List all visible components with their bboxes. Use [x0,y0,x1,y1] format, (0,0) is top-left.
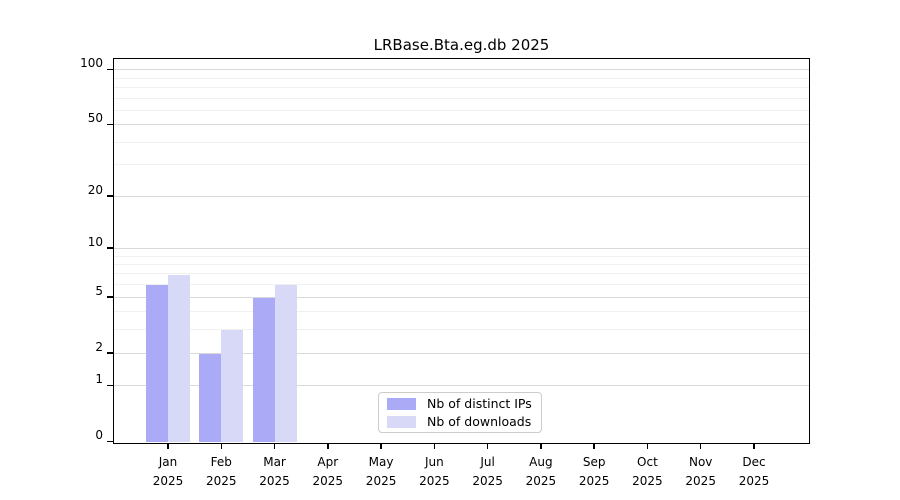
y-gridline-major [114,124,809,126]
y-gridline-major [114,195,809,197]
plot-area: 0 1 2 5 10 20 50 100 Jan 2025 Feb 2025 Mar 2025 Apr… [80,56,810,488]
x-tick-label: Sep 2025 [578,455,610,488]
y-tick-label: 50 [87,111,103,126]
y-gridline-major [114,69,809,71]
x-tick-label: Jul 2025 [472,455,503,488]
bar-nb-of-downloads [221,330,244,442]
legend-label-nb-of-downloads: Nb of downloads [427,414,532,429]
y-tick-mark [107,352,114,354]
y-tick-mark [107,384,114,387]
y-tick-mark [107,68,114,71]
y-gridline-minor [114,284,809,286]
x-tick-mark [380,443,382,449]
y-gridline-minor [114,86,809,88]
x-tick-mark [753,443,755,449]
y-tick-label: 20 [87,182,103,197]
bar-nb-of-distinct-ips [146,285,168,442]
x-tick-label: Aug 2025 [525,455,557,488]
y-gridline-major [114,247,809,249]
y-gridline-minor [114,97,809,99]
legend-entry-nb-of-downloads: Nb of downloads [387,414,533,429]
y-tick-label: 1 [95,372,103,387]
y-gridline-major [114,352,809,354]
y-tick-label: 5 [95,283,103,298]
y-gridline-minor [114,141,809,143]
legend-swatch-nb-of-distinct-ips [387,397,416,410]
y-gridline-minor [114,77,809,79]
x-tick-label: Feb 2025 [205,455,237,488]
x-tick-label: Dec 2025 [738,455,770,488]
x-tick-mark [273,443,276,449]
legend-swatch-nb-of-downloads [387,415,416,428]
x-tick-mark [433,443,436,449]
x-tick-mark [167,443,169,449]
y-gridline-minor [114,109,809,111]
x-tick-label: Nov 2025 [685,455,716,488]
y-gridline-major [114,385,809,387]
y-tick-mark [107,195,114,197]
x-tick-label: Mar 2025 [259,455,290,488]
x-tick-label: Jun 2025 [419,455,450,488]
x-tick-mark [700,443,702,449]
bar-nb-of-distinct-ips [252,297,275,442]
x-tick-label: May 2025 [365,455,397,488]
y-tick-label: 10 [87,234,103,249]
x-tick-mark [646,443,649,449]
x-tick-label: Jan 2025 [152,455,184,488]
legend-label-nb-of-distinct-ips: Nb of distinct IPs [427,396,532,411]
y-gridline-minor [114,164,809,166]
y-gridline-minor [114,329,809,331]
legend: Nb of distinct IPs Nb of downloads [378,392,542,433]
x-tick-mark [486,443,489,449]
y-tick-label: 2 [95,339,103,354]
y-tick-label: 100 [80,56,103,71]
y-tick-mark [107,440,114,442]
x-tick-label: Apr 2025 [312,455,344,488]
y-tick-mark [107,296,114,298]
y-gridline-minor [114,264,809,265]
y-tick-label: 0 [95,428,103,442]
y-gridline-minor [114,311,809,313]
y-gridline-minor [114,273,809,275]
bar-nb-of-downloads [168,274,190,442]
chart-title: LRBase.Bta.eg.db 2025 [373,36,550,54]
y-gridline-minor [114,255,809,257]
x-tick-mark [540,443,542,449]
legend-entry-nb-of-distinct-ips: Nb of distinct IPs [387,396,533,411]
y-tick-mark [107,247,114,249]
x-tick-mark [593,443,595,449]
x-tick-label: Oct 2025 [632,455,663,488]
y-tick-mark [107,123,114,126]
y-gridline-major [114,296,809,298]
bar-nb-of-downloads [274,285,297,442]
x-tick-mark [327,443,329,449]
x-tick-mark [220,443,222,449]
bar-nb-of-distinct-ips [199,353,222,442]
